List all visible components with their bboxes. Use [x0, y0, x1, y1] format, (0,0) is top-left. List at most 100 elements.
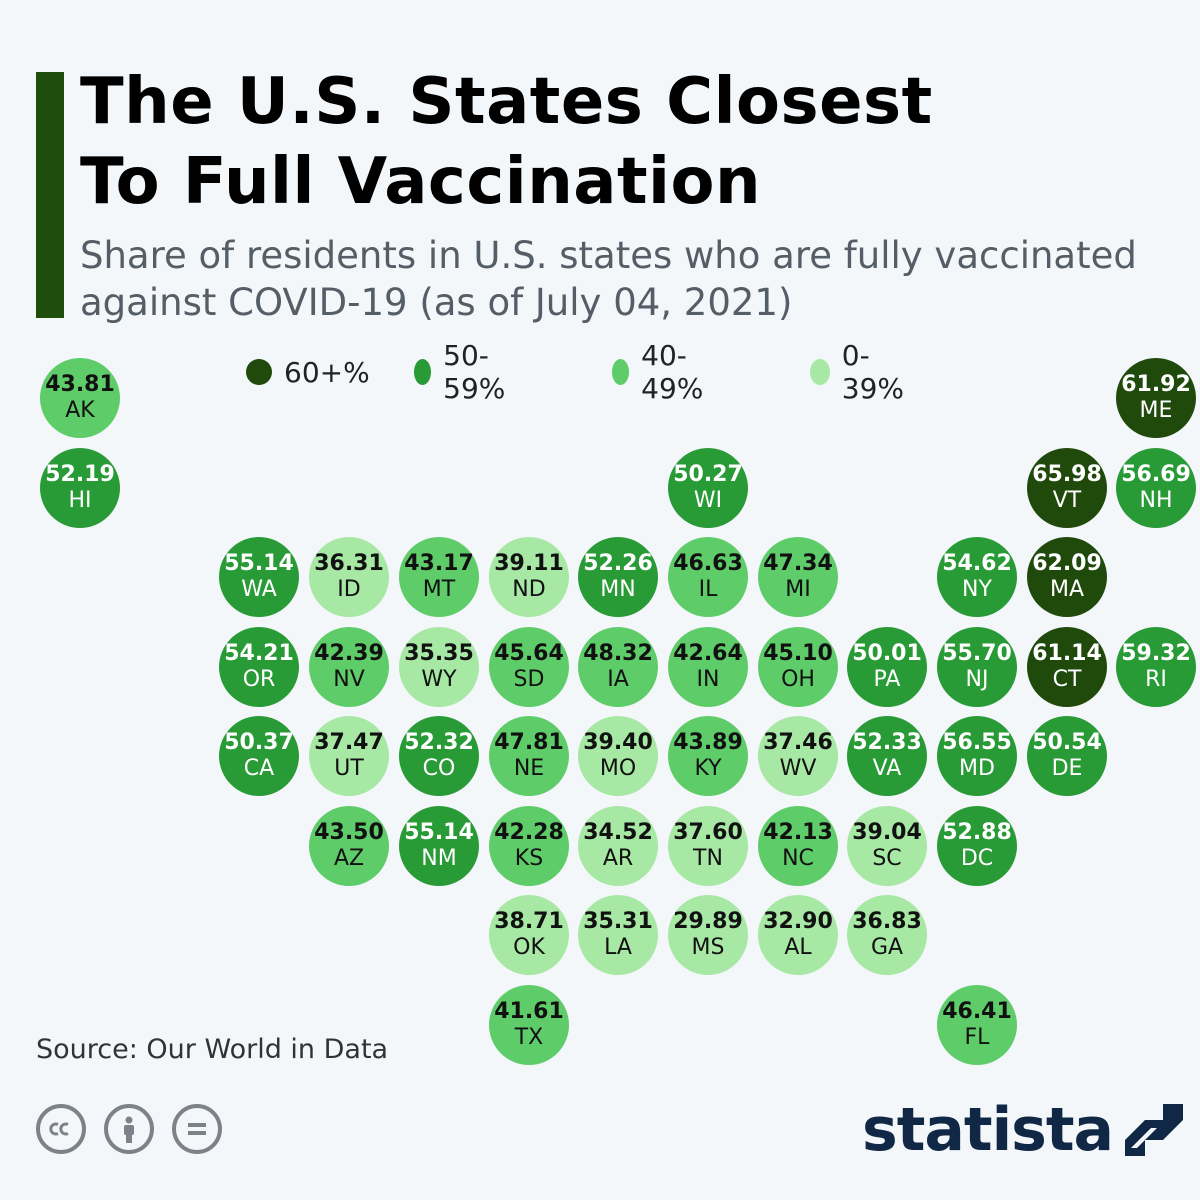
state-value: 42.13	[763, 820, 833, 845]
state-value: 36.83	[852, 909, 922, 934]
source-note: Source: Our World in Data	[36, 1034, 389, 1065]
state-abbr: WY	[421, 667, 457, 692]
state-tile-nm: 55.14 NM	[399, 806, 479, 886]
state-tile-ne: 47.81 NE	[489, 716, 569, 796]
state-abbr: TX	[514, 1025, 544, 1050]
state-tile-ma: 62.09 MA	[1027, 537, 1107, 617]
state-tile-nc: 42.13 NC	[758, 806, 838, 886]
state-tile-nv: 42.39 NV	[309, 627, 389, 707]
cc-icon[interactable]	[36, 1104, 86, 1154]
state-tile-tn: 37.60 TN	[668, 806, 748, 886]
state-tile-in: 42.64 IN	[668, 627, 748, 707]
state-abbr: KY	[694, 756, 722, 781]
state-value: 52.19	[45, 462, 115, 487]
state-abbr: HI	[68, 488, 92, 513]
state-tile-al: 32.90 AL	[758, 895, 838, 975]
state-abbr: MN	[600, 577, 636, 602]
state-value: 62.09	[1032, 551, 1102, 576]
state-abbr: SC	[872, 846, 902, 871]
state-abbr: SD	[513, 667, 545, 692]
state-tile-la: 35.31 LA	[578, 895, 658, 975]
state-abbr: OR	[242, 667, 276, 692]
state-tile-oh: 45.10 OH	[758, 627, 838, 707]
state-abbr: MS	[691, 935, 725, 960]
legend-item-50-59: 50-59%	[414, 339, 514, 405]
state-tile-md: 56.55 MD	[937, 716, 1017, 796]
state-tile-ok: 38.71 OK	[489, 895, 569, 975]
state-value: 47.34	[763, 551, 833, 576]
state-value: 61.14	[1032, 641, 1102, 666]
state-tile-hi: 52.19 HI	[40, 448, 120, 528]
state-value: 35.35	[404, 641, 474, 666]
state-value: 54.62	[942, 551, 1012, 576]
legend-swatch-40-49	[612, 359, 630, 385]
state-value: 50.37	[224, 730, 294, 755]
state-tile-ar: 34.52 AR	[578, 806, 658, 886]
state-abbr: UT	[334, 756, 364, 781]
state-value: 52.26	[583, 551, 653, 576]
state-value: 37.47	[314, 730, 384, 755]
state-value: 43.89	[673, 730, 743, 755]
state-abbr: FL	[964, 1025, 990, 1050]
state-tile-nd: 39.11 ND	[489, 537, 569, 617]
state-value: 54.21	[224, 641, 294, 666]
state-value: 50.01	[852, 641, 922, 666]
state-tile-mi: 47.34 MI	[758, 537, 838, 617]
state-tile-sd: 45.64 SD	[489, 627, 569, 707]
state-abbr: NM	[421, 846, 457, 871]
state-abbr: WA	[241, 577, 277, 602]
state-value: 50.54	[1032, 730, 1102, 755]
state-value: 56.69	[1121, 462, 1191, 487]
legend-item-40-49: 40-49%	[612, 339, 712, 405]
state-tile-ct: 61.14 CT	[1027, 627, 1107, 707]
statista-logo-icon	[1125, 1104, 1184, 1156]
state-abbr: IA	[607, 667, 629, 692]
state-tile-va: 52.33 VA	[847, 716, 927, 796]
legend-label-50-59: 50-59%	[443, 339, 506, 405]
state-tile-ny: 54.62 NY	[937, 537, 1017, 617]
state-value: 48.32	[583, 641, 653, 666]
state-value: 29.89	[673, 909, 743, 934]
state-abbr: TN	[693, 846, 723, 871]
state-value: 43.81	[45, 372, 115, 397]
state-abbr: CT	[1052, 667, 1082, 692]
state-value: 42.39	[314, 641, 384, 666]
title-line-1: The U.S. States Closest	[80, 65, 933, 139]
state-abbr: GA	[870, 935, 904, 960]
no-derivatives-icon[interactable]	[172, 1104, 222, 1154]
state-value: 36.31	[314, 551, 384, 576]
state-value: 55.14	[224, 551, 294, 576]
state-value: 39.11	[494, 551, 564, 576]
state-abbr: NE	[513, 756, 545, 781]
state-tile-ca: 50.37 CA	[219, 716, 299, 796]
state-abbr: KS	[514, 846, 544, 871]
state-value: 46.63	[673, 551, 743, 576]
state-abbr: VA	[872, 756, 902, 781]
state-abbr: NJ	[965, 667, 989, 692]
state-tile-me: 61.92 ME	[1116, 358, 1196, 438]
state-value: 37.46	[763, 730, 833, 755]
legend-label-0-39: 0-39%	[841, 339, 904, 405]
state-value: 45.10	[763, 641, 833, 666]
attribution-icon[interactable]	[104, 1104, 154, 1154]
state-abbr: OK	[513, 935, 545, 960]
state-value: 42.64	[673, 641, 743, 666]
state-abbr: MI	[785, 577, 811, 602]
state-abbr: RI	[1145, 667, 1167, 692]
legend-swatch-0-39	[810, 359, 830, 385]
legend-item-0-39: 0-39%	[810, 339, 910, 405]
state-abbr: AK	[65, 398, 95, 423]
state-value: 52.33	[852, 730, 922, 755]
state-value: 65.98	[1032, 462, 1102, 487]
brand[interactable]: statista	[862, 1095, 1184, 1165]
state-abbr: CO	[422, 756, 456, 781]
state-tile-wa: 55.14 WA	[219, 537, 299, 617]
state-abbr: LA	[604, 935, 632, 960]
subtitle: Share of residents in U.S. states who ar…	[80, 232, 1160, 326]
legend-swatch-50-59	[414, 359, 432, 385]
state-abbr: AZ	[333, 846, 365, 871]
state-value: 47.81	[494, 730, 564, 755]
state-tile-nh: 56.69 NH	[1116, 448, 1196, 528]
state-value: 50.27	[673, 462, 743, 487]
license-icons	[36, 1104, 240, 1154]
